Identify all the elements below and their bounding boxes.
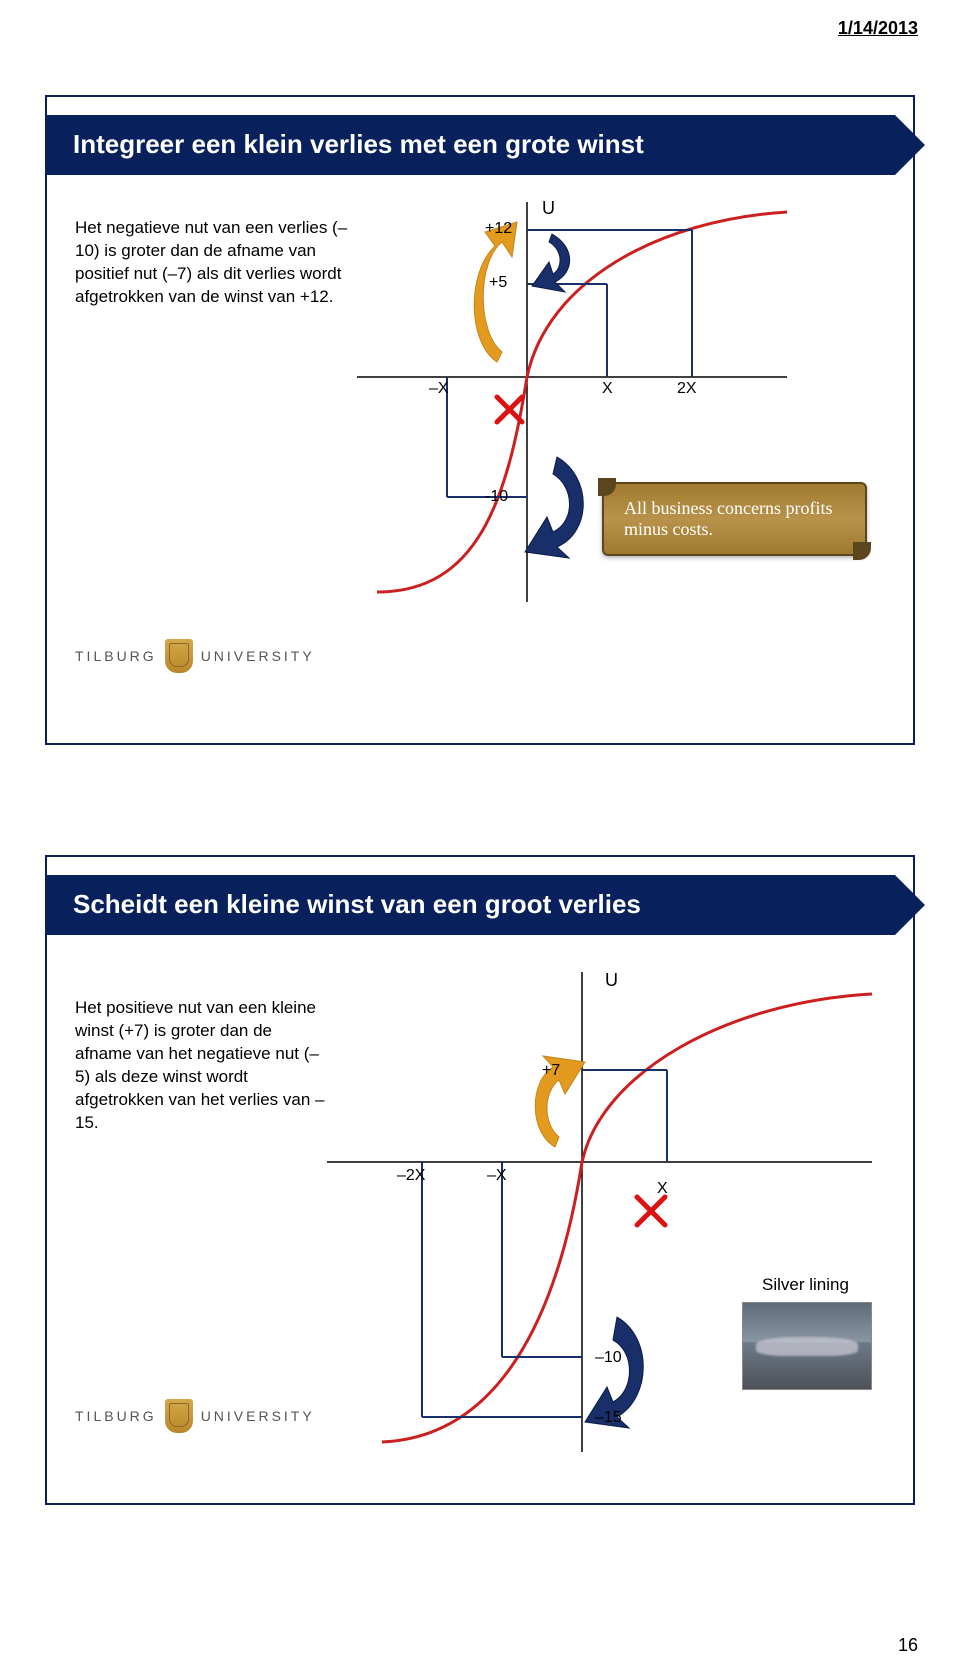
slide1-chart-svg <box>357 202 877 632</box>
logo-badge-icon <box>165 639 193 673</box>
slide1-body: Het negatieve nut van een verlies (–10) … <box>75 217 350 309</box>
slide-2: Scheidt een kleine winst van een groot v… <box>45 855 915 1505</box>
silver-lining-caption: Silver lining <box>762 1275 849 1295</box>
label-2x: 2X <box>677 380 697 398</box>
logo-right: UNIVERSITY <box>201 648 315 664</box>
label-plus12: +12 <box>485 220 512 238</box>
logo-left-2: TILBURG <box>75 1408 157 1424</box>
label-minus10: -10 <box>485 488 508 506</box>
slide1-chart: U +12 +5 –X X 2X -10 <box>357 202 877 632</box>
u-label-2: U <box>605 970 618 991</box>
slide2-title: Scheidt een kleine winst van een groot v… <box>45 875 895 920</box>
slide2-logo: TILBURG UNIVERSITY <box>75 1399 315 1433</box>
label-x-2: X <box>657 1180 668 1198</box>
label-negx: –X <box>429 380 449 398</box>
silver-lining-image <box>742 1302 872 1390</box>
slide1-callout: All business concerns profits minus cost… <box>602 482 867 556</box>
u-label: U <box>542 198 555 219</box>
slide1-logo: TILBURG UNIVERSITY <box>75 639 315 673</box>
label-neg2x: –2X <box>397 1167 425 1185</box>
slide1-title: Integreer een klein verlies met een grot… <box>45 115 895 160</box>
label-minus15: –15 <box>595 1409 622 1427</box>
slide2-chart: U +7 –2X –X X –10 –15 <box>327 972 887 1472</box>
page-number: 16 <box>898 1635 918 1656</box>
slide2-title-band: Scheidt een kleine winst van een groot v… <box>45 875 895 935</box>
date-header: 1/14/2013 <box>838 18 918 39</box>
slide2-chart-svg <box>327 972 887 1472</box>
label-plus5: +5 <box>489 274 507 292</box>
slide-1: Integreer een klein verlies met een grot… <box>45 95 915 745</box>
logo-badge-icon-2 <box>165 1399 193 1433</box>
label-minus10-2: –10 <box>595 1349 622 1367</box>
label-x: X <box>602 380 613 398</box>
label-negx-2: –X <box>487 1167 507 1185</box>
slide2-body: Het positieve nut van een kleine winst (… <box>75 997 330 1135</box>
logo-right-2: UNIVERSITY <box>201 1408 315 1424</box>
slide1-title-band: Integreer een klein verlies met een grot… <box>45 115 895 175</box>
logo-left: TILBURG <box>75 648 157 664</box>
label-plus7: +7 <box>542 1062 560 1080</box>
